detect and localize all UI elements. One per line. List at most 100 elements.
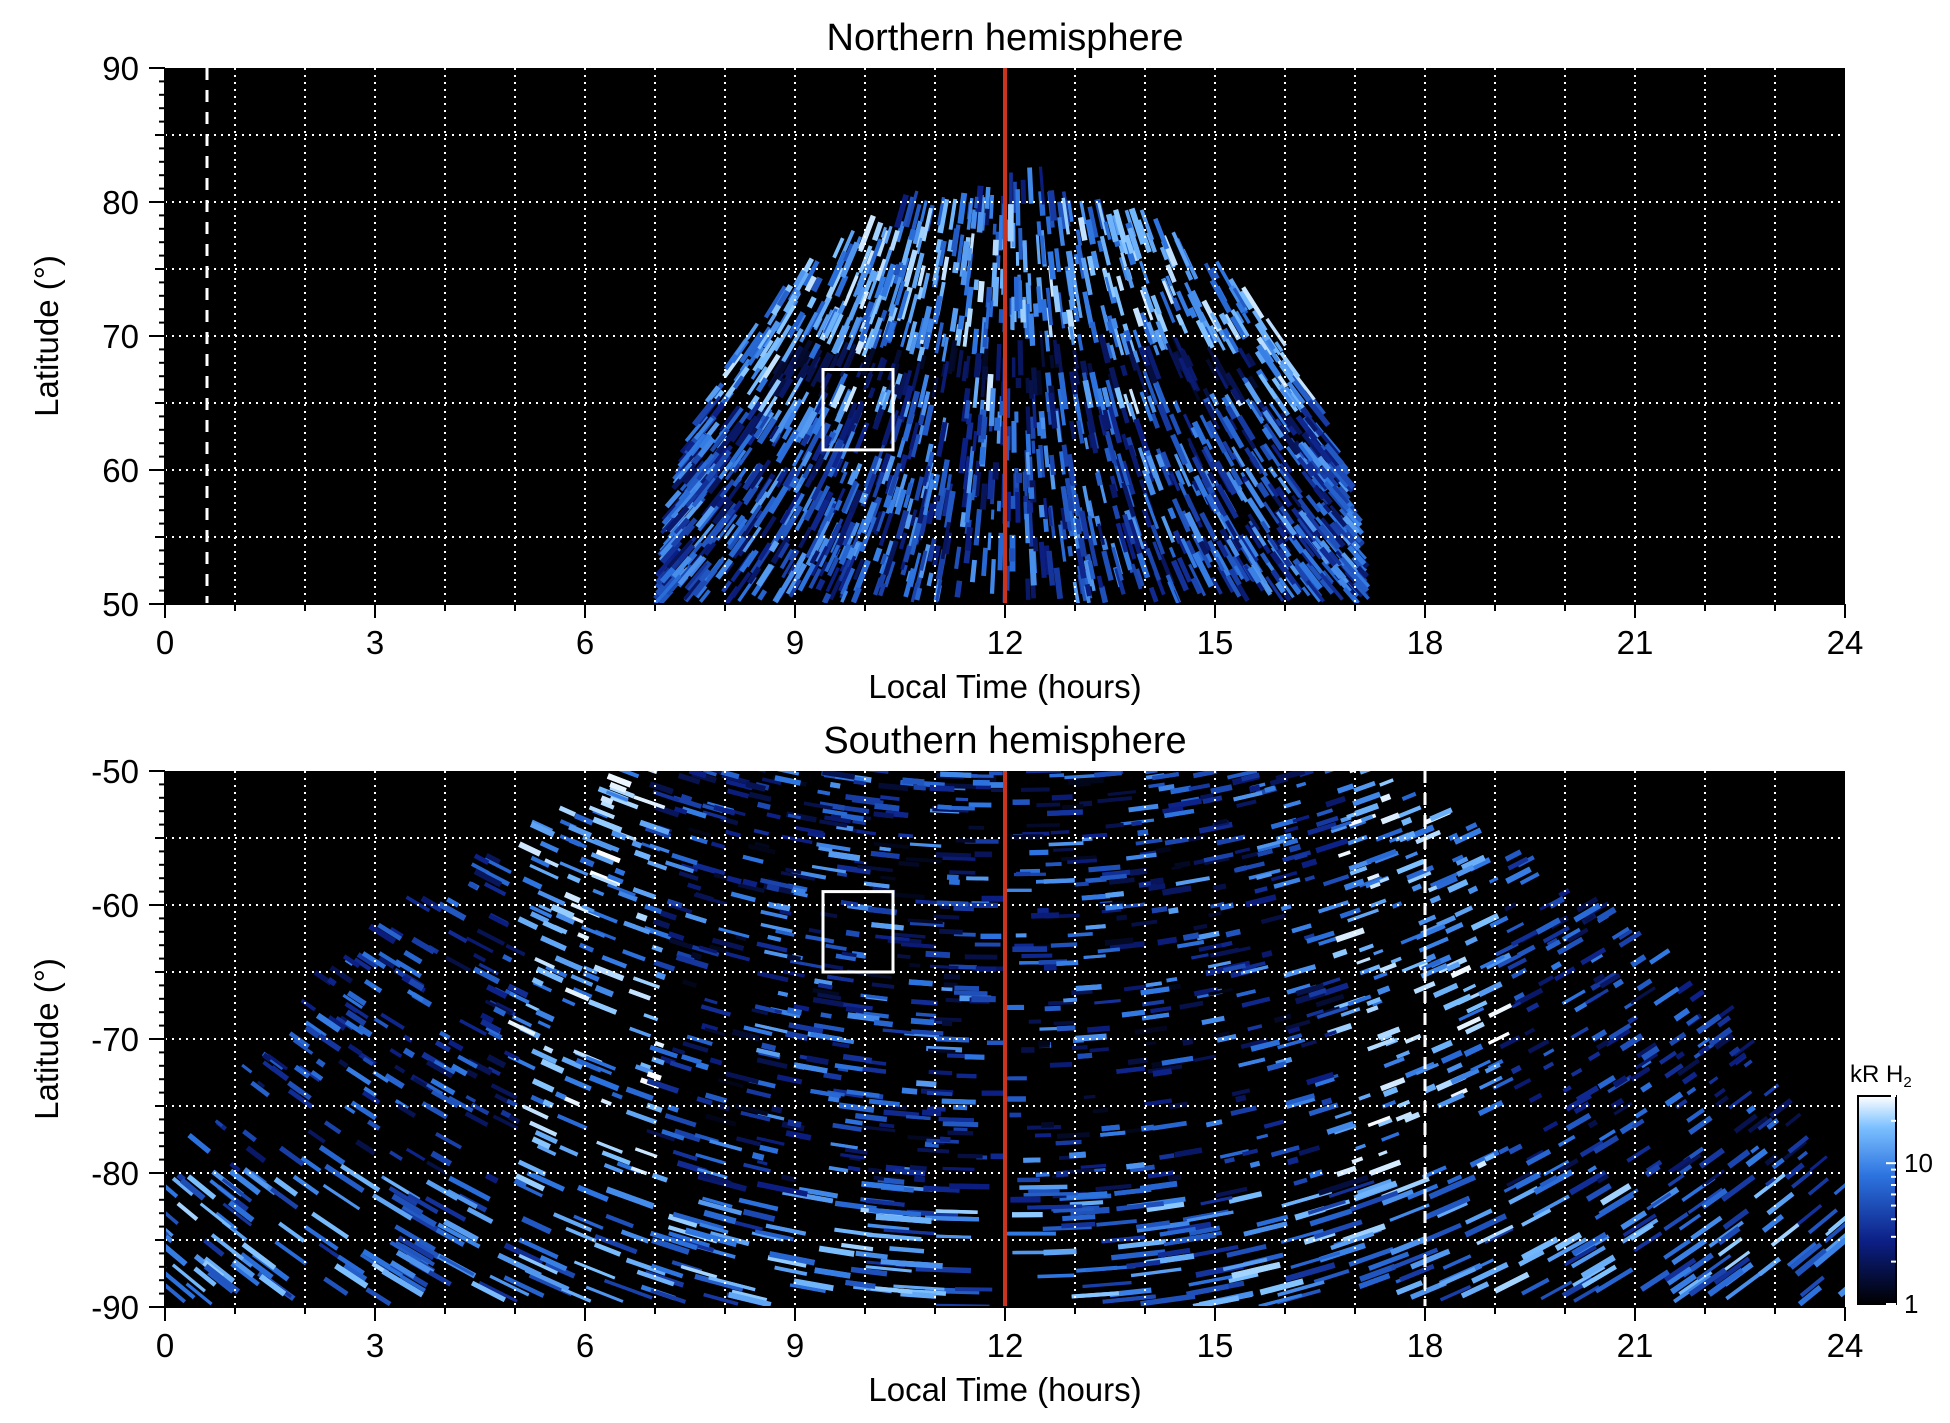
emission-streak <box>1278 577 1295 599</box>
emission-streak <box>723 523 736 539</box>
emission-streak <box>1542 1120 1559 1132</box>
emission-streak <box>847 1012 880 1023</box>
emission-streak <box>565 1226 597 1243</box>
emission-streak <box>575 1057 603 1073</box>
emission-streak <box>1054 248 1062 273</box>
emission-streak <box>478 1280 518 1303</box>
emission-streak <box>792 339 813 371</box>
emission-streak <box>1230 315 1247 340</box>
emission-streak <box>1358 1273 1391 1289</box>
emission-streak <box>808 567 822 590</box>
emission-streak <box>1813 1237 1845 1268</box>
emission-streak <box>914 1175 926 1183</box>
emission-streak <box>934 1017 962 1023</box>
emission-streak <box>1061 311 1069 325</box>
emission-streak <box>660 516 677 535</box>
emission-streak <box>435 1227 465 1247</box>
emission-streak <box>937 804 952 810</box>
emission-streak <box>629 1026 651 1038</box>
emission-streak <box>1307 821 1337 836</box>
emission-streak <box>1466 1000 1488 1014</box>
emission-streak <box>936 900 969 907</box>
emission-streak <box>861 328 876 357</box>
emission-streak <box>785 562 808 596</box>
emission-streak <box>1342 515 1361 535</box>
emission-streak <box>476 928 505 946</box>
emission-streak <box>1794 1203 1823 1228</box>
emission-streak <box>1225 574 1242 598</box>
emission-streak <box>606 773 632 788</box>
emission-streak <box>793 492 805 509</box>
emission-streak <box>1663 1212 1689 1231</box>
emission-streak <box>1124 266 1135 289</box>
emission-streak <box>1260 913 1286 925</box>
north-overlays <box>205 68 1007 604</box>
emission-streak <box>1592 973 1606 984</box>
emission-streak <box>1076 420 1085 444</box>
colorbar-tick-label: 10 <box>1904 1148 1933 1178</box>
emission-streak <box>719 405 741 432</box>
emission-streak <box>1525 1149 1552 1166</box>
emission-streak <box>1337 577 1352 594</box>
emission-streak <box>1079 200 1087 225</box>
emission-streak <box>361 951 387 970</box>
emission-streak <box>1293 563 1312 586</box>
emission-streak <box>1317 1174 1369 1196</box>
emission-streak <box>484 870 510 887</box>
emission-streak <box>1413 981 1436 995</box>
emission-streak <box>1187 292 1207 323</box>
emission-streak <box>1159 1226 1196 1237</box>
emission-streak <box>695 1152 727 1165</box>
emission-streak <box>1049 773 1065 778</box>
emission-streak <box>780 1174 797 1183</box>
emission-streak <box>1142 999 1165 1007</box>
emission-streak <box>1020 179 1027 204</box>
emission-streak <box>1261 426 1273 440</box>
emission-streak <box>1086 255 1096 277</box>
emission-streak <box>1152 1068 1173 1077</box>
emission-streak <box>1678 1270 1713 1296</box>
emission-streak <box>311 1211 350 1240</box>
emission-streak <box>739 331 764 364</box>
emission-streak <box>1510 967 1528 980</box>
emission-streak <box>1259 552 1271 566</box>
emission-streak <box>843 386 857 412</box>
emission-streak <box>1334 1110 1352 1120</box>
emission-streak <box>1067 858 1097 865</box>
emission-streak <box>872 471 885 498</box>
emission-streak <box>1612 978 1624 989</box>
emission-streak <box>1127 1057 1148 1066</box>
emission-streak <box>694 584 708 599</box>
emission-streak <box>695 505 715 529</box>
emission-streak <box>822 307 838 335</box>
emission-streak <box>1167 1174 1181 1182</box>
emission-streak <box>816 842 851 852</box>
emission-streak <box>997 532 1004 571</box>
emission-streak <box>279 1145 305 1167</box>
emission-streak <box>1170 472 1181 492</box>
emission-streak <box>1241 286 1265 320</box>
emission-streak <box>920 272 931 299</box>
emission-streak <box>910 582 919 603</box>
emission-streak <box>818 561 829 577</box>
emission-streak <box>884 225 893 244</box>
emission-streak <box>1249 401 1263 419</box>
emission-streak <box>1228 1272 1259 1284</box>
emission-streak <box>684 440 696 453</box>
emission-streak <box>980 483 988 510</box>
emission-streak <box>886 1103 907 1111</box>
emission-streak <box>632 976 660 989</box>
emission-streak <box>270 1065 290 1082</box>
emission-streak <box>1063 997 1077 1003</box>
emission-streak <box>1322 874 1350 887</box>
emission-streak <box>964 492 973 523</box>
emission-streak <box>895 509 909 540</box>
emission-streak <box>1210 266 1220 280</box>
emission-streak <box>776 289 790 307</box>
emission-streak <box>1080 1163 1107 1169</box>
colorbar-label: kR H2 <box>1850 1061 1912 1091</box>
emission-streak <box>1640 1081 1653 1093</box>
emission-streak <box>1233 478 1243 492</box>
emission-streak <box>1315 501 1329 517</box>
emission-streak <box>1117 239 1126 254</box>
